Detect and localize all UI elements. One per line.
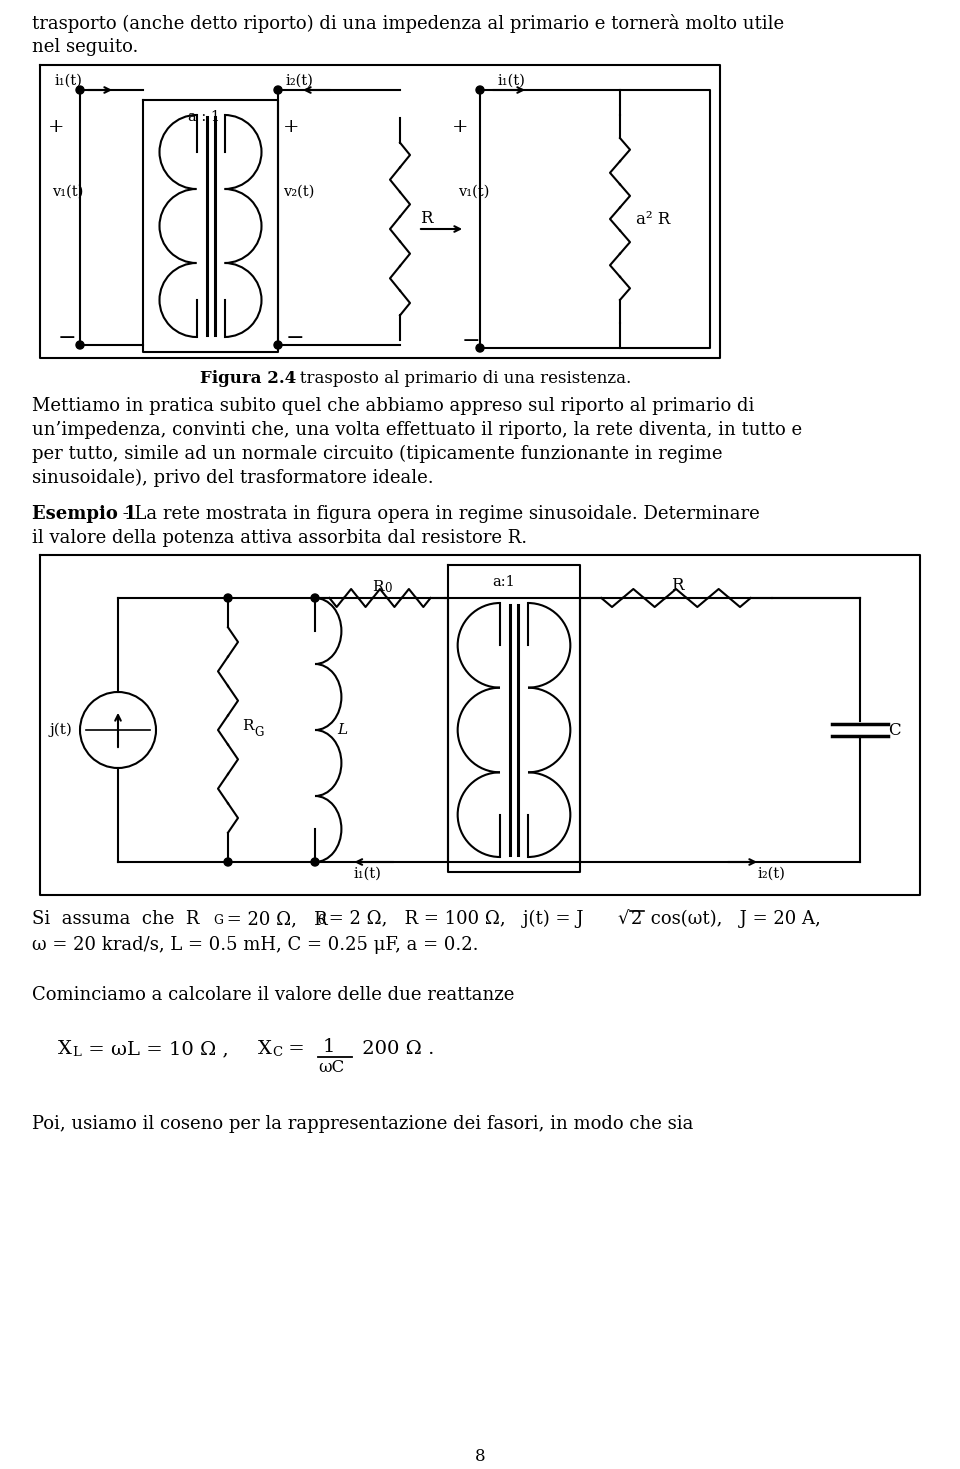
Text: 0: 0 xyxy=(384,582,392,595)
Text: 8: 8 xyxy=(474,1448,486,1465)
Text: i₁(t): i₁(t) xyxy=(55,73,83,88)
Text: R: R xyxy=(242,718,253,733)
Circle shape xyxy=(476,344,484,353)
Text: X: X xyxy=(58,1040,72,1058)
Text: 200 Ω .: 200 Ω . xyxy=(356,1040,434,1058)
Text: R: R xyxy=(372,580,383,593)
Circle shape xyxy=(224,858,232,867)
Text: sinusoidale), privo del trasformatore ideale.: sinusoidale), privo del trasformatore id… xyxy=(32,469,434,488)
Text: Cominciamo a calcolare il valore delle due reattanze: Cominciamo a calcolare il valore delle d… xyxy=(32,986,515,1003)
Text: trasporto (anche detto riporto) di una impedenza al primario e tornerà molto uti: trasporto (anche detto riporto) di una i… xyxy=(32,15,784,32)
Text: v₂(t): v₂(t) xyxy=(283,185,314,198)
Text: C: C xyxy=(272,1046,282,1059)
Text: ωC: ωC xyxy=(318,1059,345,1075)
Text: = 2 Ω,   R = 100 Ω,   j(t) = J: = 2 Ω, R = 100 Ω, j(t) = J xyxy=(323,909,589,928)
Text: 1: 1 xyxy=(323,1039,335,1056)
Text: a : 1: a : 1 xyxy=(188,110,221,123)
Text: G: G xyxy=(254,726,263,739)
Text: ω = 20 krad/s, L = 0.5 mH, C = 0.25 μF, a = 0.2.: ω = 20 krad/s, L = 0.5 mH, C = 0.25 μF, … xyxy=(32,936,478,953)
Text: Esempio 1: Esempio 1 xyxy=(32,505,136,523)
Text: cos(ωt),   J = 20 A,: cos(ωt), J = 20 A, xyxy=(645,909,821,928)
Text: −: − xyxy=(462,331,481,353)
Text: v₁(t): v₁(t) xyxy=(52,185,84,198)
Text: i₂(t): i₂(t) xyxy=(758,867,786,881)
Circle shape xyxy=(476,87,484,94)
Text: Mettiamo in pratica subito quel che abbiamo appreso sul riporto al primario di: Mettiamo in pratica subito quel che abbi… xyxy=(32,397,755,416)
Text: L: L xyxy=(72,1046,81,1059)
Text: −: − xyxy=(286,328,304,350)
Text: Si  assuma  che  R: Si assuma che R xyxy=(32,909,200,928)
Text: i₂(t): i₂(t) xyxy=(286,73,314,88)
Text: 2: 2 xyxy=(631,909,642,928)
Text: Figura 2.4: Figura 2.4 xyxy=(200,370,297,386)
Text: un’impedenza, convinti che, una volta effettuato il riporto, la rete diventa, in: un’impedenza, convinti che, una volta ef… xyxy=(32,422,803,439)
Text: √: √ xyxy=(617,909,629,928)
Text: R: R xyxy=(420,210,433,228)
Text: nel seguito.: nel seguito. xyxy=(32,38,138,56)
Text: per tutto, simile ad un normale circuito (tipicamente funzionante in regime: per tutto, simile ad un normale circuito… xyxy=(32,445,723,463)
Text: j(t): j(t) xyxy=(50,723,73,737)
Text: i₁(t): i₁(t) xyxy=(498,73,526,88)
Circle shape xyxy=(274,87,282,94)
Text: =: = xyxy=(282,1040,304,1058)
Circle shape xyxy=(274,341,282,350)
Text: R: R xyxy=(671,577,684,593)
Circle shape xyxy=(311,593,319,602)
Text: i₁(t): i₁(t) xyxy=(353,867,381,881)
Text: - La rete mostrata in figura opera in regime sinusoidale. Determinare: - La rete mostrata in figura opera in re… xyxy=(117,505,759,523)
Text: G: G xyxy=(213,914,223,927)
Text: = 20 Ω,   R: = 20 Ω, R xyxy=(221,909,327,928)
Text: a² R: a² R xyxy=(636,210,670,228)
Text: +: + xyxy=(48,118,64,137)
Text: = ωL = 10 Ω ,: = ωL = 10 Ω , xyxy=(82,1040,228,1058)
Text: −: − xyxy=(58,328,77,350)
Circle shape xyxy=(76,341,84,350)
Text: C: C xyxy=(888,721,900,739)
Text: il valore della potenza attiva assorbita dal resistore R.: il valore della potenza attiva assorbita… xyxy=(32,529,527,546)
Text: L: L xyxy=(337,723,348,737)
Circle shape xyxy=(311,858,319,867)
Text: : trasposto al primario di una resistenza.: : trasposto al primario di una resistenz… xyxy=(289,370,632,386)
Text: +: + xyxy=(452,118,468,137)
Circle shape xyxy=(224,593,232,602)
Text: a:1: a:1 xyxy=(492,574,515,589)
Text: Poi, usiamo il coseno per la rappresentazione dei fasori, in modo che sia: Poi, usiamo il coseno per la rappresenta… xyxy=(32,1115,693,1133)
Text: 0: 0 xyxy=(317,914,325,927)
Text: +: + xyxy=(283,118,300,137)
Circle shape xyxy=(76,87,84,94)
Text: v₁(t): v₁(t) xyxy=(458,185,490,198)
Text: X: X xyxy=(258,1040,272,1058)
